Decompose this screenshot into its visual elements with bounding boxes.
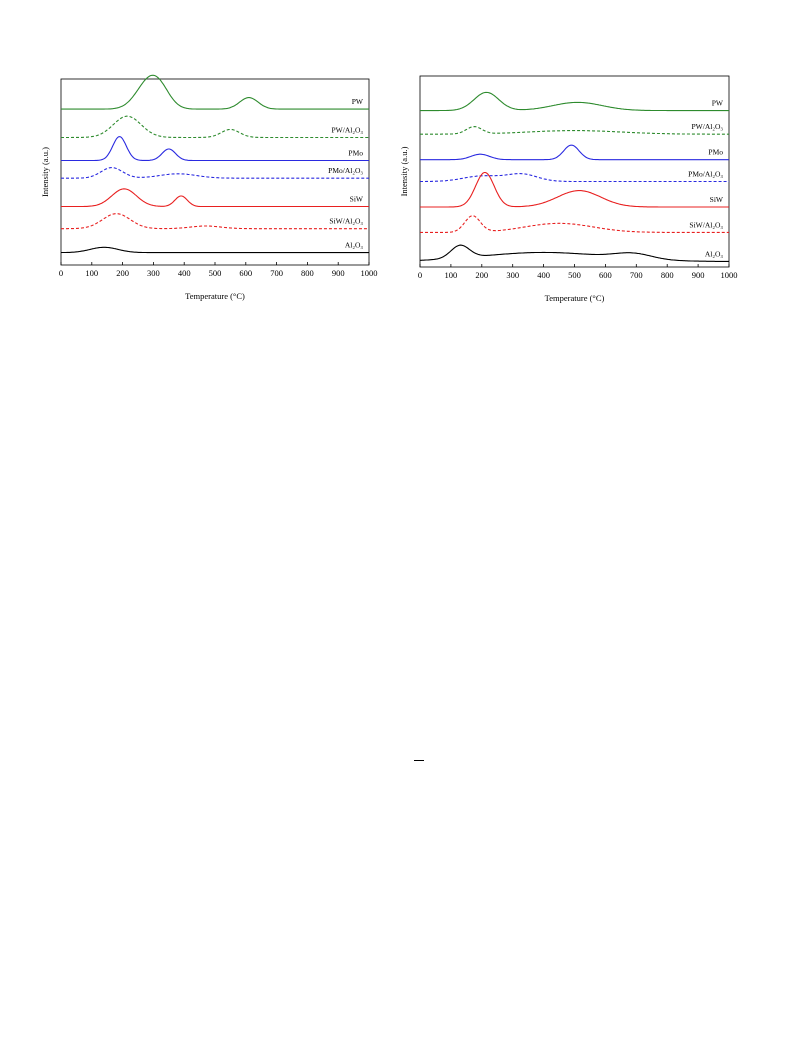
series-line	[420, 244, 729, 262]
x-tick-label: 300	[147, 268, 160, 278]
series-line	[420, 91, 729, 112]
x-ticks: 0 100 200 300 400 500 600 700 800 900 1000	[59, 262, 378, 278]
x-tick-label: 400	[178, 268, 191, 278]
page-footer-mark	[414, 760, 424, 761]
series-labels: PW PW/Al₂O₃ PMo PMo/Al₂O₃ SiW SiW/Al₂O₃ Al₂O₃	[688, 99, 724, 259]
series-label: PW	[352, 97, 364, 106]
x-axis-title: Temperature (°C)	[185, 291, 245, 301]
series-line	[61, 188, 369, 208]
series-line	[420, 173, 729, 183]
series-line	[61, 74, 369, 110]
series-label: Al₂O₃	[345, 241, 364, 250]
series-label: SiW	[350, 195, 364, 204]
x-tick-label: 300	[506, 270, 519, 280]
x-tick-label: 100	[85, 268, 98, 278]
series-label: PMo	[348, 148, 363, 157]
chart-left: 0 100 200 300 400 500 600 700 800 900 1000 PW PW/Al…	[40, 74, 378, 301]
x-tick-label: 900	[332, 268, 345, 278]
series-line	[61, 213, 369, 230]
series-label: PW	[712, 99, 724, 108]
x-tick-label: 200	[475, 270, 488, 280]
series-labels: PW PW/Al₂O₃ PMo PMo/Al₂O₃ SiW SiW/Al₂O₃ Al₂O₃	[328, 97, 364, 249]
plot-frame	[419, 75, 730, 268]
series-label: SiW/Al₂O₃	[689, 220, 723, 229]
series-line	[61, 136, 369, 162]
x-tick-label: 700	[270, 268, 283, 278]
x-tick-label: 600	[599, 270, 612, 280]
x-tick-label: 800	[301, 268, 314, 278]
x-tick-label: 500	[568, 270, 581, 280]
x-tick-label: 800	[661, 270, 674, 280]
series-label: SiW/Al₂O₃	[329, 217, 363, 226]
series-label: PW/Al₂O₃	[332, 125, 364, 134]
x-tick-label: 1000	[721, 270, 738, 280]
series-label: PMo	[708, 148, 723, 157]
x-tick-label: 0	[418, 270, 422, 280]
x-tick-label: 700	[630, 270, 643, 280]
series-line	[60, 246, 369, 254]
series-line	[420, 144, 729, 161]
curves	[60, 74, 369, 254]
series-line	[420, 215, 729, 233]
x-tick-label: 200	[116, 268, 129, 278]
x-tick-label: 100	[445, 270, 458, 280]
y-axis-title: Intensity (a.u.)	[40, 147, 50, 197]
x-tick-label: 0	[59, 268, 63, 278]
x-tick-label: 500	[209, 268, 222, 278]
x-tick-label: 400	[537, 270, 550, 280]
curves	[420, 91, 729, 262]
series-line	[61, 167, 369, 179]
chart-right: 0 100 200 300 400 500 600 700 800 900 1000 PW PW/Al…	[399, 75, 738, 303]
series-label: PMo/Al₂O₃	[688, 170, 723, 179]
x-tick-label: 600	[239, 268, 252, 278]
x-ticks: 0 100 200 300 400 500 600 700 800 900 1000	[418, 264, 738, 280]
x-tick-label: 1000	[361, 268, 378, 278]
x-tick-label: 900	[692, 270, 705, 280]
series-line	[420, 126, 729, 135]
series-line	[420, 171, 729, 208]
series-label: SiW	[710, 195, 724, 204]
series-line	[61, 115, 369, 139]
x-axis-title: Temperature (°C)	[545, 293, 605, 303]
series-label: PMo/Al₂O₃	[328, 166, 363, 175]
series-label: PW/Al₂O₃	[692, 122, 724, 131]
y-axis-title: Intensity (a.u.)	[399, 146, 409, 196]
series-label: Al₂O₃	[705, 250, 724, 259]
